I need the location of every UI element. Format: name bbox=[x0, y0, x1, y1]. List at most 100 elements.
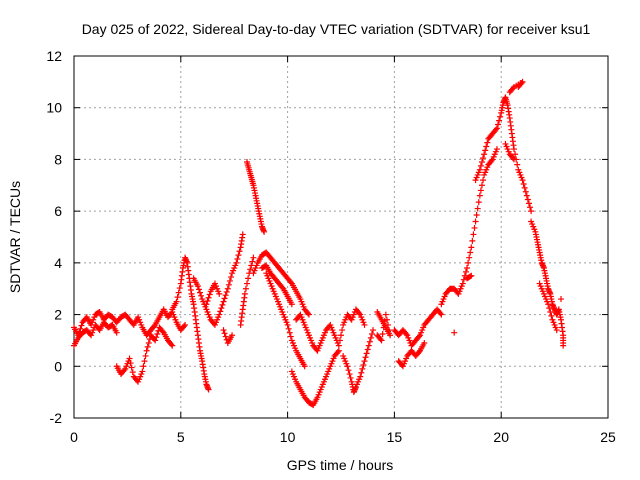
data-point bbox=[547, 308, 554, 315]
x-tick-label: 0 bbox=[70, 429, 78, 445]
x-axis-label: GPS time / hours bbox=[287, 457, 394, 473]
data-point bbox=[236, 248, 243, 255]
data-point bbox=[525, 200, 532, 207]
data-point bbox=[357, 373, 364, 380]
data-point bbox=[507, 87, 514, 94]
data-point bbox=[286, 329, 293, 336]
data-point bbox=[438, 311, 445, 318]
data-point bbox=[226, 277, 233, 284]
data-point bbox=[497, 113, 504, 120]
data-point bbox=[248, 262, 255, 269]
data-point bbox=[362, 354, 369, 361]
data-point bbox=[482, 147, 489, 154]
data-point bbox=[464, 265, 471, 272]
y-tick-label: 0 bbox=[54, 358, 62, 374]
y-tick-label: 10 bbox=[46, 100, 62, 116]
data-point bbox=[151, 323, 158, 330]
series-dip-early bbox=[113, 324, 176, 385]
data-point bbox=[182, 321, 189, 328]
data-point bbox=[366, 338, 373, 345]
series-dip-13 bbox=[340, 327, 377, 396]
grid bbox=[74, 56, 608, 418]
data-point bbox=[142, 352, 149, 359]
data-point bbox=[195, 286, 202, 293]
data-point bbox=[472, 218, 479, 225]
data-point bbox=[509, 155, 516, 162]
data-point bbox=[194, 283, 201, 290]
data-point bbox=[245, 275, 252, 282]
data-point bbox=[279, 284, 286, 291]
data-point bbox=[249, 258, 256, 265]
data-point bbox=[477, 162, 484, 169]
data-point bbox=[242, 285, 249, 292]
data-point bbox=[304, 310, 311, 317]
data-point bbox=[469, 237, 476, 244]
data-point bbox=[221, 295, 228, 302]
data-point bbox=[546, 305, 553, 312]
data-point bbox=[359, 365, 366, 372]
data-point bbox=[301, 363, 308, 370]
series-mid-11-12 bbox=[293, 306, 368, 354]
data-point bbox=[496, 117, 503, 124]
data-point bbox=[464, 275, 471, 282]
data-point bbox=[380, 324, 387, 331]
data-point bbox=[224, 340, 231, 347]
series-spike-8 bbox=[237, 159, 268, 328]
data-point bbox=[145, 340, 152, 347]
data-point bbox=[220, 327, 227, 334]
data-point bbox=[522, 188, 529, 195]
data-point bbox=[514, 161, 521, 168]
data-point bbox=[521, 184, 528, 191]
data-point bbox=[524, 196, 531, 203]
y-tick-label: -2 bbox=[50, 410, 63, 426]
data-point bbox=[207, 288, 214, 295]
data-point bbox=[181, 323, 188, 330]
data-point bbox=[358, 369, 365, 376]
data-point bbox=[223, 288, 230, 295]
data-point bbox=[511, 146, 518, 153]
data-point bbox=[360, 361, 367, 368]
data-point bbox=[204, 297, 211, 304]
data-point bbox=[523, 192, 530, 199]
data-point bbox=[462, 268, 469, 275]
data-point bbox=[143, 347, 150, 354]
data-point bbox=[335, 342, 342, 349]
data-point bbox=[305, 311, 312, 318]
data-point bbox=[481, 151, 488, 158]
data-point bbox=[334, 349, 341, 356]
data-point bbox=[77, 325, 84, 332]
data-point bbox=[219, 301, 226, 308]
data-point bbox=[141, 358, 148, 365]
y-tick-label: 2 bbox=[54, 307, 62, 323]
data-point bbox=[465, 274, 472, 281]
data-point bbox=[128, 364, 135, 371]
data-point bbox=[154, 330, 161, 337]
data-point bbox=[139, 368, 146, 375]
series-dip-11 bbox=[288, 347, 342, 409]
data-point bbox=[437, 310, 444, 317]
data-point bbox=[403, 330, 410, 337]
y-tick-labels: -2 0 2 4 6 8 10 12 bbox=[46, 48, 62, 426]
data-point bbox=[113, 329, 120, 336]
series-base-15-17 bbox=[391, 306, 445, 370]
data-point bbox=[223, 336, 230, 343]
data-point bbox=[367, 334, 374, 341]
data-point bbox=[506, 89, 513, 96]
data-point bbox=[222, 333, 229, 340]
data-point bbox=[476, 166, 483, 173]
data-point bbox=[364, 346, 371, 353]
data-point bbox=[169, 342, 176, 349]
data-point bbox=[217, 308, 224, 315]
data-point bbox=[421, 340, 428, 347]
data-point bbox=[475, 199, 482, 206]
chart-title: Day 025 of 2022, Sidereal Day-to-day VTE… bbox=[82, 21, 591, 37]
data-point bbox=[480, 155, 487, 162]
data-point bbox=[480, 177, 487, 184]
data-point bbox=[250, 254, 257, 261]
data-point bbox=[234, 255, 241, 262]
data-point bbox=[346, 371, 353, 378]
y-axis-label: SDTVAR / TECUs bbox=[7, 181, 23, 293]
data-point bbox=[484, 139, 491, 146]
data-point bbox=[227, 274, 234, 281]
data-point bbox=[477, 187, 484, 194]
